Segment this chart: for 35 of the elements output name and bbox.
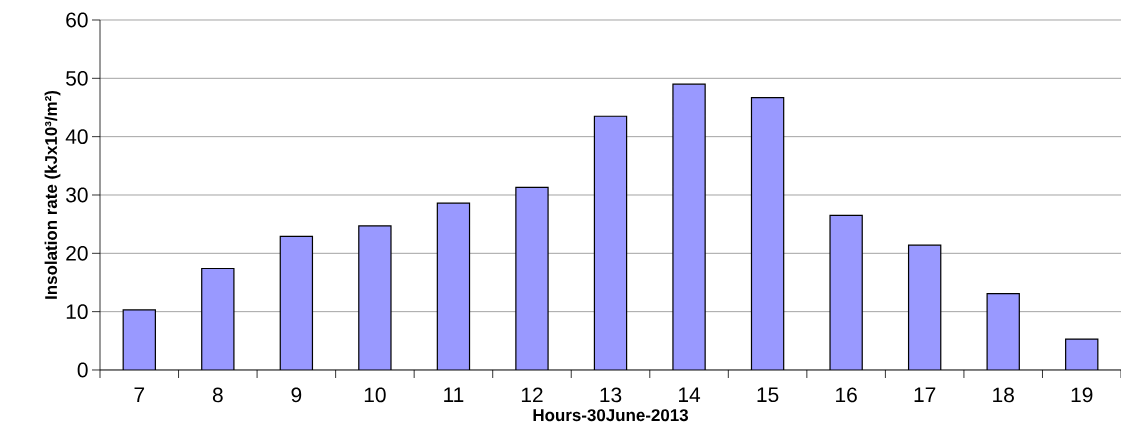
y-tick-label: 60 xyxy=(66,12,88,28)
bar xyxy=(201,268,234,370)
bar xyxy=(123,309,156,370)
y-tick-label: 20 xyxy=(66,245,88,261)
x-tick-label: 15 xyxy=(757,387,779,403)
y-axis-title: Insolation rate (kJx10³/m²) xyxy=(44,90,61,299)
x-tick-label: 12 xyxy=(521,387,543,403)
bar xyxy=(1065,338,1099,370)
y-tick-label: 0 xyxy=(77,362,88,378)
y-tick-label: 50 xyxy=(66,70,88,86)
bar xyxy=(672,84,706,370)
bar xyxy=(515,187,549,370)
x-tick-label: 13 xyxy=(600,387,622,403)
x-tick-label: 8 xyxy=(212,387,223,403)
bar xyxy=(908,245,941,370)
y-tick-label: 10 xyxy=(66,304,88,320)
x-tick-label: 7 xyxy=(134,387,145,402)
bar xyxy=(280,236,313,370)
x-tick-label: 10 xyxy=(364,387,386,403)
y-tick-label: 30 xyxy=(66,187,88,203)
bar xyxy=(594,116,627,370)
bar xyxy=(751,97,784,370)
x-tick-label: 19 xyxy=(1071,387,1093,403)
x-tick-label: 9 xyxy=(291,387,302,403)
bar xyxy=(437,203,470,370)
bar xyxy=(358,225,391,370)
x-tick-label: 16 xyxy=(836,387,857,403)
y-tick-label: 40 xyxy=(65,129,88,145)
x-tick-label: 11 xyxy=(444,387,464,402)
bar xyxy=(830,215,863,370)
x-tick-label: 14 xyxy=(679,387,701,402)
bar xyxy=(987,293,1020,370)
x-tick-label: 18 xyxy=(993,387,1014,403)
x-tick-label: 17 xyxy=(914,387,936,402)
x-axis-title: Hours-30June-2013 xyxy=(533,409,689,422)
